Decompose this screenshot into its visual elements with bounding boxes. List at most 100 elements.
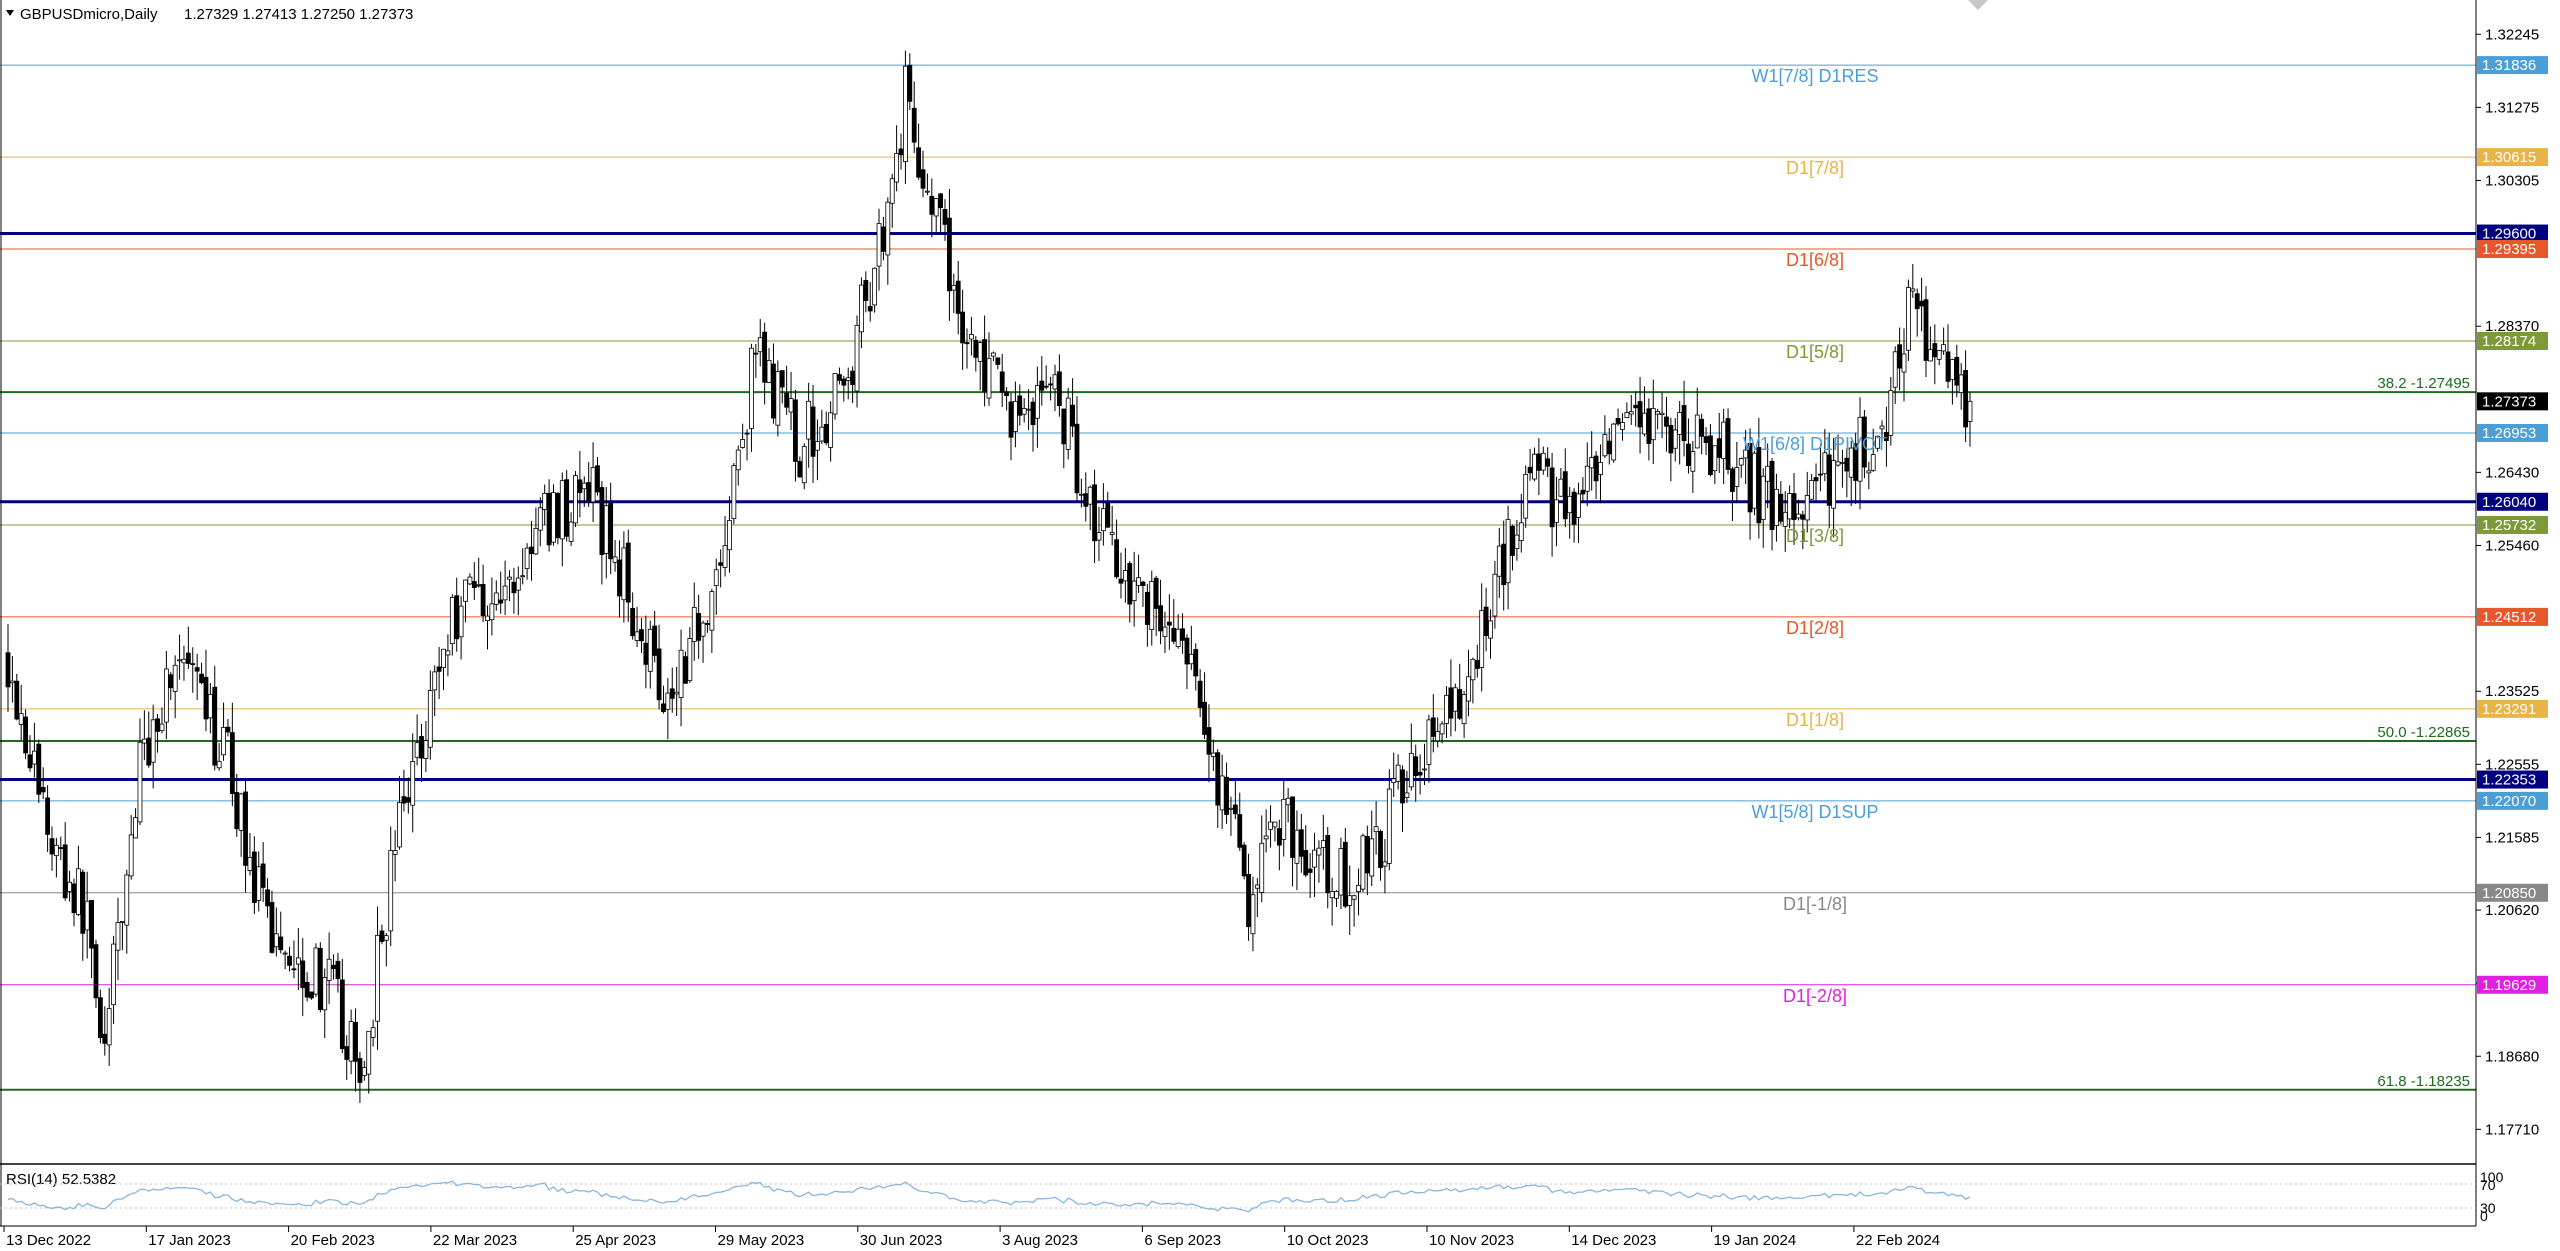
candle-body-55	[247, 857, 253, 871]
candle-body-408	[1800, 514, 1806, 520]
candle-body-297	[1312, 849, 1317, 868]
candle-body-285	[1259, 842, 1265, 893]
candle-body-60	[269, 901, 275, 953]
candle-body-300	[1325, 835, 1331, 894]
candle-body-335	[1479, 610, 1485, 668]
candle-body-428	[1888, 390, 1894, 436]
candle-body-118	[524, 547, 530, 569]
candle-body-121	[537, 507, 543, 531]
candle-body-295	[1303, 850, 1309, 876]
candle-body-129	[573, 475, 578, 524]
candle-body-281	[1241, 844, 1247, 877]
candle-body-108	[480, 583, 486, 617]
candle-body-155	[687, 638, 693, 682]
candle-body-39	[177, 659, 182, 662]
candle-body-247	[1092, 484, 1097, 542]
candle-body-292	[1290, 796, 1295, 858]
candle-body-172	[762, 331, 768, 383]
candle-body-4	[23, 716, 28, 754]
candle-body-51	[229, 732, 235, 794]
candle-body-114	[507, 576, 512, 580]
candle-body-47	[212, 686, 218, 766]
candle-body-381	[1681, 405, 1687, 441]
candle-body-355	[1567, 495, 1573, 514]
candle-body-326	[1439, 723, 1445, 735]
candle-body-73	[326, 958, 332, 981]
candle-body-184	[815, 441, 820, 451]
candle-body-76	[339, 979, 345, 1050]
candle-body-313	[1382, 861, 1388, 867]
candle-body-444	[1958, 374, 1964, 393]
candle-body-411	[1813, 477, 1819, 482]
collapse-triangle-icon[interactable]	[6, 10, 14, 16]
price-tag-bg-9	[2477, 607, 2548, 626]
candle-body-251	[1109, 532, 1115, 535]
candle-body-132	[586, 482, 592, 501]
candle-body-306	[1351, 895, 1357, 900]
candle-body-333	[1470, 658, 1476, 681]
candle-body-204	[903, 65, 908, 163]
candle-body-361	[1593, 455, 1599, 482]
candle-body-391	[1725, 418, 1731, 470]
candle-body-274	[1210, 752, 1216, 757]
candle-body-46	[207, 693, 213, 719]
candle-body-21	[97, 997, 103, 1038]
candle-body-250	[1105, 502, 1111, 528]
candle-body-327	[1444, 694, 1449, 724]
candle-body-362	[1598, 462, 1603, 475]
candle-body-211	[933, 198, 939, 217]
candle-body-133	[590, 467, 596, 503]
price-tag-0: 1.31836	[2482, 57, 2536, 74]
ohlc-values: 1.27329 1.27413 1.27250 1.27373	[184, 6, 413, 23]
shift-marker-icon[interactable]	[1968, 0, 1988, 10]
candle-body-416	[1835, 461, 1841, 466]
level-label-1: D1[7/8]	[1786, 158, 1844, 178]
candle-body-345	[1523, 473, 1529, 519]
candle-body-230	[1017, 395, 1023, 416]
candle-body-263	[1162, 626, 1168, 638]
candle-body-36	[163, 668, 169, 723]
candle-body-175	[775, 371, 781, 426]
candle-body-239	[1056, 371, 1062, 407]
candle-body-343	[1514, 534, 1520, 550]
candle-body-340	[1501, 543, 1507, 586]
candle-body-74	[331, 964, 336, 970]
candle-body-369	[1628, 411, 1634, 415]
candle-body-99	[441, 648, 446, 669]
candle-body-148	[656, 648, 662, 701]
candle-body-161	[713, 569, 719, 587]
candle-body-29	[133, 817, 138, 839]
candle-body-382	[1686, 443, 1691, 466]
candle-body-56	[251, 851, 257, 904]
candle-body-156	[691, 607, 697, 642]
candle-body-332	[1466, 676, 1471, 702]
x-tick-label-11: 14 Dec 2023	[1571, 1232, 1656, 1249]
price-tag-9: 1.24512	[2482, 609, 2536, 626]
candle-body-360	[1589, 457, 1595, 469]
candle-body-196	[867, 305, 873, 312]
candle-body-143	[634, 631, 640, 641]
candle-body-367	[1620, 422, 1625, 430]
candle-body-199	[881, 226, 886, 252]
candle-body-187	[828, 412, 834, 448]
candle-body-154	[683, 656, 688, 684]
candle-body-15	[71, 883, 77, 914]
candle-body-95	[423, 740, 429, 759]
candle-body-409	[1804, 495, 1810, 521]
candle-body-319	[1408, 752, 1414, 788]
candle-body-443	[1954, 356, 1960, 386]
y-tick-label-4: 1.26430	[2485, 464, 2539, 481]
candle-body-170	[753, 352, 759, 355]
candle-body-337	[1488, 620, 1493, 639]
candle-body-291	[1285, 797, 1291, 806]
candle-body-50	[225, 726, 231, 733]
level-label-4: D1[5/8]	[1786, 342, 1844, 362]
candle-body-352	[1554, 499, 1559, 523]
candle-body-231	[1021, 408, 1027, 415]
candle-body-359	[1584, 465, 1590, 492]
candle-body-417	[1840, 461, 1845, 464]
current-price-tag: 1.27373	[2482, 393, 2536, 410]
candle-body-218	[964, 342, 970, 345]
candle-body-127	[564, 479, 570, 537]
